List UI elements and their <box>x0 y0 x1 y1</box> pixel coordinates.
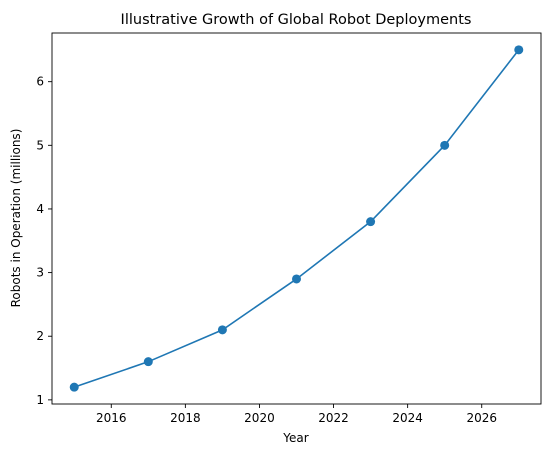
data-point <box>440 140 450 150</box>
y-tick-label: 5 <box>36 138 44 152</box>
y-axis-label: Robots in Operation (millions) <box>9 129 23 308</box>
y-tick-label: 1 <box>36 393 44 407</box>
data-point <box>69 382 79 392</box>
y-tick-label: 4 <box>36 202 44 216</box>
x-tick-label: 2016 <box>96 411 127 425</box>
x-tick-label: 2018 <box>170 411 201 425</box>
data-point <box>366 217 376 227</box>
chart-title: Illustrative Growth of Global Robot Depl… <box>121 12 472 28</box>
plot-frame <box>51 32 542 405</box>
x-axis-label: Year <box>282 431 308 445</box>
y-tick-label: 2 <box>36 329 44 343</box>
x-tick-label: 2026 <box>466 411 497 425</box>
x-tick-label: 2020 <box>244 411 275 425</box>
data-point <box>143 357 153 367</box>
data-point <box>217 325 227 335</box>
x-tick-label: 2022 <box>318 411 349 425</box>
data-point <box>514 45 524 55</box>
y-axis-ticks: 1 2 3 4 5 6 <box>36 75 52 407</box>
y-tick-label: 6 <box>36 75 44 89</box>
x-axis-ticks: 2016 2018 2020 2022 2024 2026 <box>96 404 497 425</box>
data-point <box>292 274 301 284</box>
x-tick-label: 2024 <box>392 411 423 425</box>
y-tick-label: 3 <box>36 266 44 280</box>
series-markers <box>69 45 524 392</box>
series-line <box>73 49 520 388</box>
